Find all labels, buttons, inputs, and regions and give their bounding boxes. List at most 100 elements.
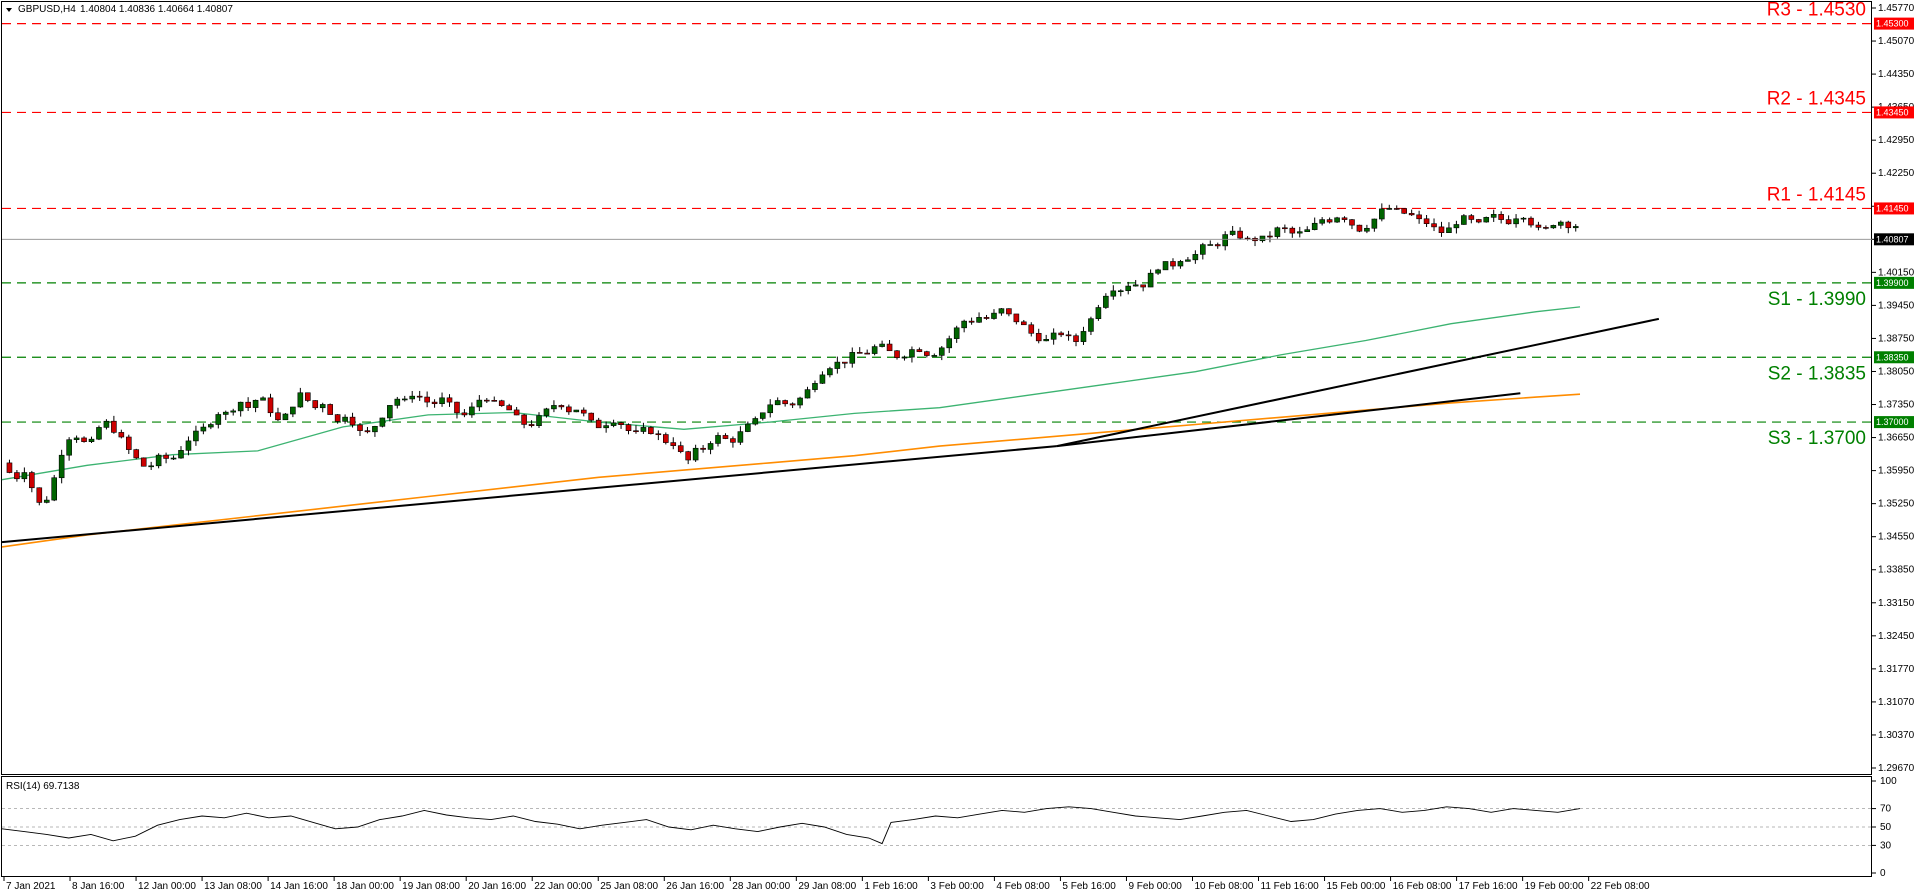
candle	[6, 459, 13, 474]
candle-body-bull	[1162, 261, 1169, 271]
candle-body-bear	[304, 392, 311, 401]
candle	[51, 474, 58, 502]
candle	[692, 444, 699, 462]
candle-body-bear	[983, 317, 990, 319]
candle-body-bull	[230, 410, 237, 413]
candle	[88, 436, 95, 444]
time-tick-label: 4 Feb 08:00	[996, 881, 1050, 892]
level-label-s3: S3 - 1.3700	[1768, 428, 1866, 449]
candle-body-bear	[424, 396, 430, 403]
price-tick-label: 1.35250	[1878, 499, 1915, 510]
candle	[73, 435, 80, 443]
candle	[1386, 204, 1393, 210]
candle-body-bull	[21, 472, 28, 480]
candle-body-bear	[1267, 235, 1273, 238]
candle-body-bull	[170, 457, 177, 460]
candle-body-bear	[1065, 334, 1072, 337]
candle-body-bull	[737, 431, 744, 443]
candle-body-bull	[379, 417, 386, 427]
candle-body-bull	[1520, 217, 1527, 220]
candle-body-bear	[1543, 227, 1549, 229]
candle-body-bear	[1289, 227, 1296, 234]
support-resistance-levels: R3 - 1.4530 1.45300 R2 - 1.4345 1.43450 R1 -…	[2, 0, 1914, 449]
time-tick-label: 1 Feb 16:00	[864, 881, 918, 892]
level-label-r1: R1 - 1.4145	[1767, 184, 1866, 205]
candle-body-bull	[342, 416, 348, 422]
candle-body-bull	[640, 427, 647, 432]
candle	[1364, 224, 1370, 234]
candle-body-bull	[297, 392, 304, 408]
candle-body-bull	[1274, 227, 1281, 237]
candle-body-bull	[1050, 332, 1057, 340]
candle-body-bear	[968, 320, 975, 323]
candle-body-bull	[1200, 244, 1206, 255]
candle	[1035, 328, 1042, 344]
candle	[730, 436, 736, 448]
candle	[245, 397, 251, 411]
candle-body-bull	[1259, 235, 1266, 242]
candle-body-bull	[155, 454, 162, 467]
candle-body-bull	[819, 374, 826, 384]
collapse-triangle-icon[interactable]	[6, 8, 12, 12]
candle-body-bull	[1080, 331, 1087, 342]
candle	[1461, 214, 1467, 225]
candle-body-bull	[610, 422, 617, 426]
candle-body-bear	[782, 400, 788, 405]
candle-body-bear	[1282, 227, 1288, 230]
candle-body-bear	[648, 427, 654, 435]
candle	[1408, 209, 1415, 216]
candle-body-bear	[894, 350, 900, 359]
candle	[528, 420, 535, 428]
candle-body-bull	[871, 346, 878, 354]
candle	[1535, 221, 1542, 231]
candle	[1341, 216, 1348, 223]
candle-body-bull	[237, 401, 244, 412]
candle	[148, 461, 154, 470]
candle-body-bear	[431, 401, 438, 405]
time-tick-label: 22 Feb 08:00	[1591, 881, 1650, 892]
candle-body-bull	[1088, 318, 1094, 332]
candle-body-bear	[416, 395, 423, 398]
candle-body-bull	[178, 450, 184, 459]
current-price-badge	[1874, 233, 1914, 246]
candle	[431, 399, 438, 408]
candle-body-bull	[849, 352, 856, 364]
candle	[804, 386, 811, 399]
time-tick-label: 3 Feb 00:00	[930, 881, 984, 892]
level-badge-text-s2: 1.38350	[1876, 352, 1909, 362]
time-tick-label: 18 Jan 00:00	[336, 881, 394, 892]
candle-body-bull	[290, 406, 296, 415]
candle	[819, 371, 826, 384]
candle-body-bull	[476, 399, 483, 408]
candle	[1520, 216, 1527, 223]
time-tick-label: 8 Jan 16:00	[72, 881, 125, 892]
candle-body-bear	[670, 442, 677, 446]
candle-body-bull	[1155, 269, 1161, 274]
time-tick-label: 25 Jan 08:00	[600, 881, 658, 892]
candle-body-bear	[558, 405, 565, 408]
candle	[327, 403, 333, 415]
candle	[566, 404, 572, 415]
candle	[1513, 214, 1519, 228]
candle	[36, 487, 43, 506]
candle-body-bull	[543, 408, 550, 416]
candle-body-bull	[401, 398, 408, 401]
price-tick-label: 1.35950	[1878, 466, 1915, 477]
candle	[1177, 259, 1184, 269]
candle	[170, 455, 177, 460]
candle	[543, 407, 550, 418]
candle-body-bull	[1185, 259, 1191, 262]
candle-body-bull	[1364, 227, 1370, 232]
candle	[1147, 269, 1154, 288]
candle	[81, 436, 87, 443]
candle-body-bear	[1423, 218, 1430, 224]
candle-body-bear	[454, 401, 460, 414]
candle-body-bear	[484, 399, 490, 402]
price-tick-label: 1.42250	[1878, 168, 1915, 179]
candle	[200, 423, 207, 435]
candle-body-bull	[1117, 290, 1124, 293]
candle-body-bear	[1341, 217, 1348, 220]
candle-body-bull	[43, 499, 50, 503]
candle	[1468, 213, 1475, 224]
